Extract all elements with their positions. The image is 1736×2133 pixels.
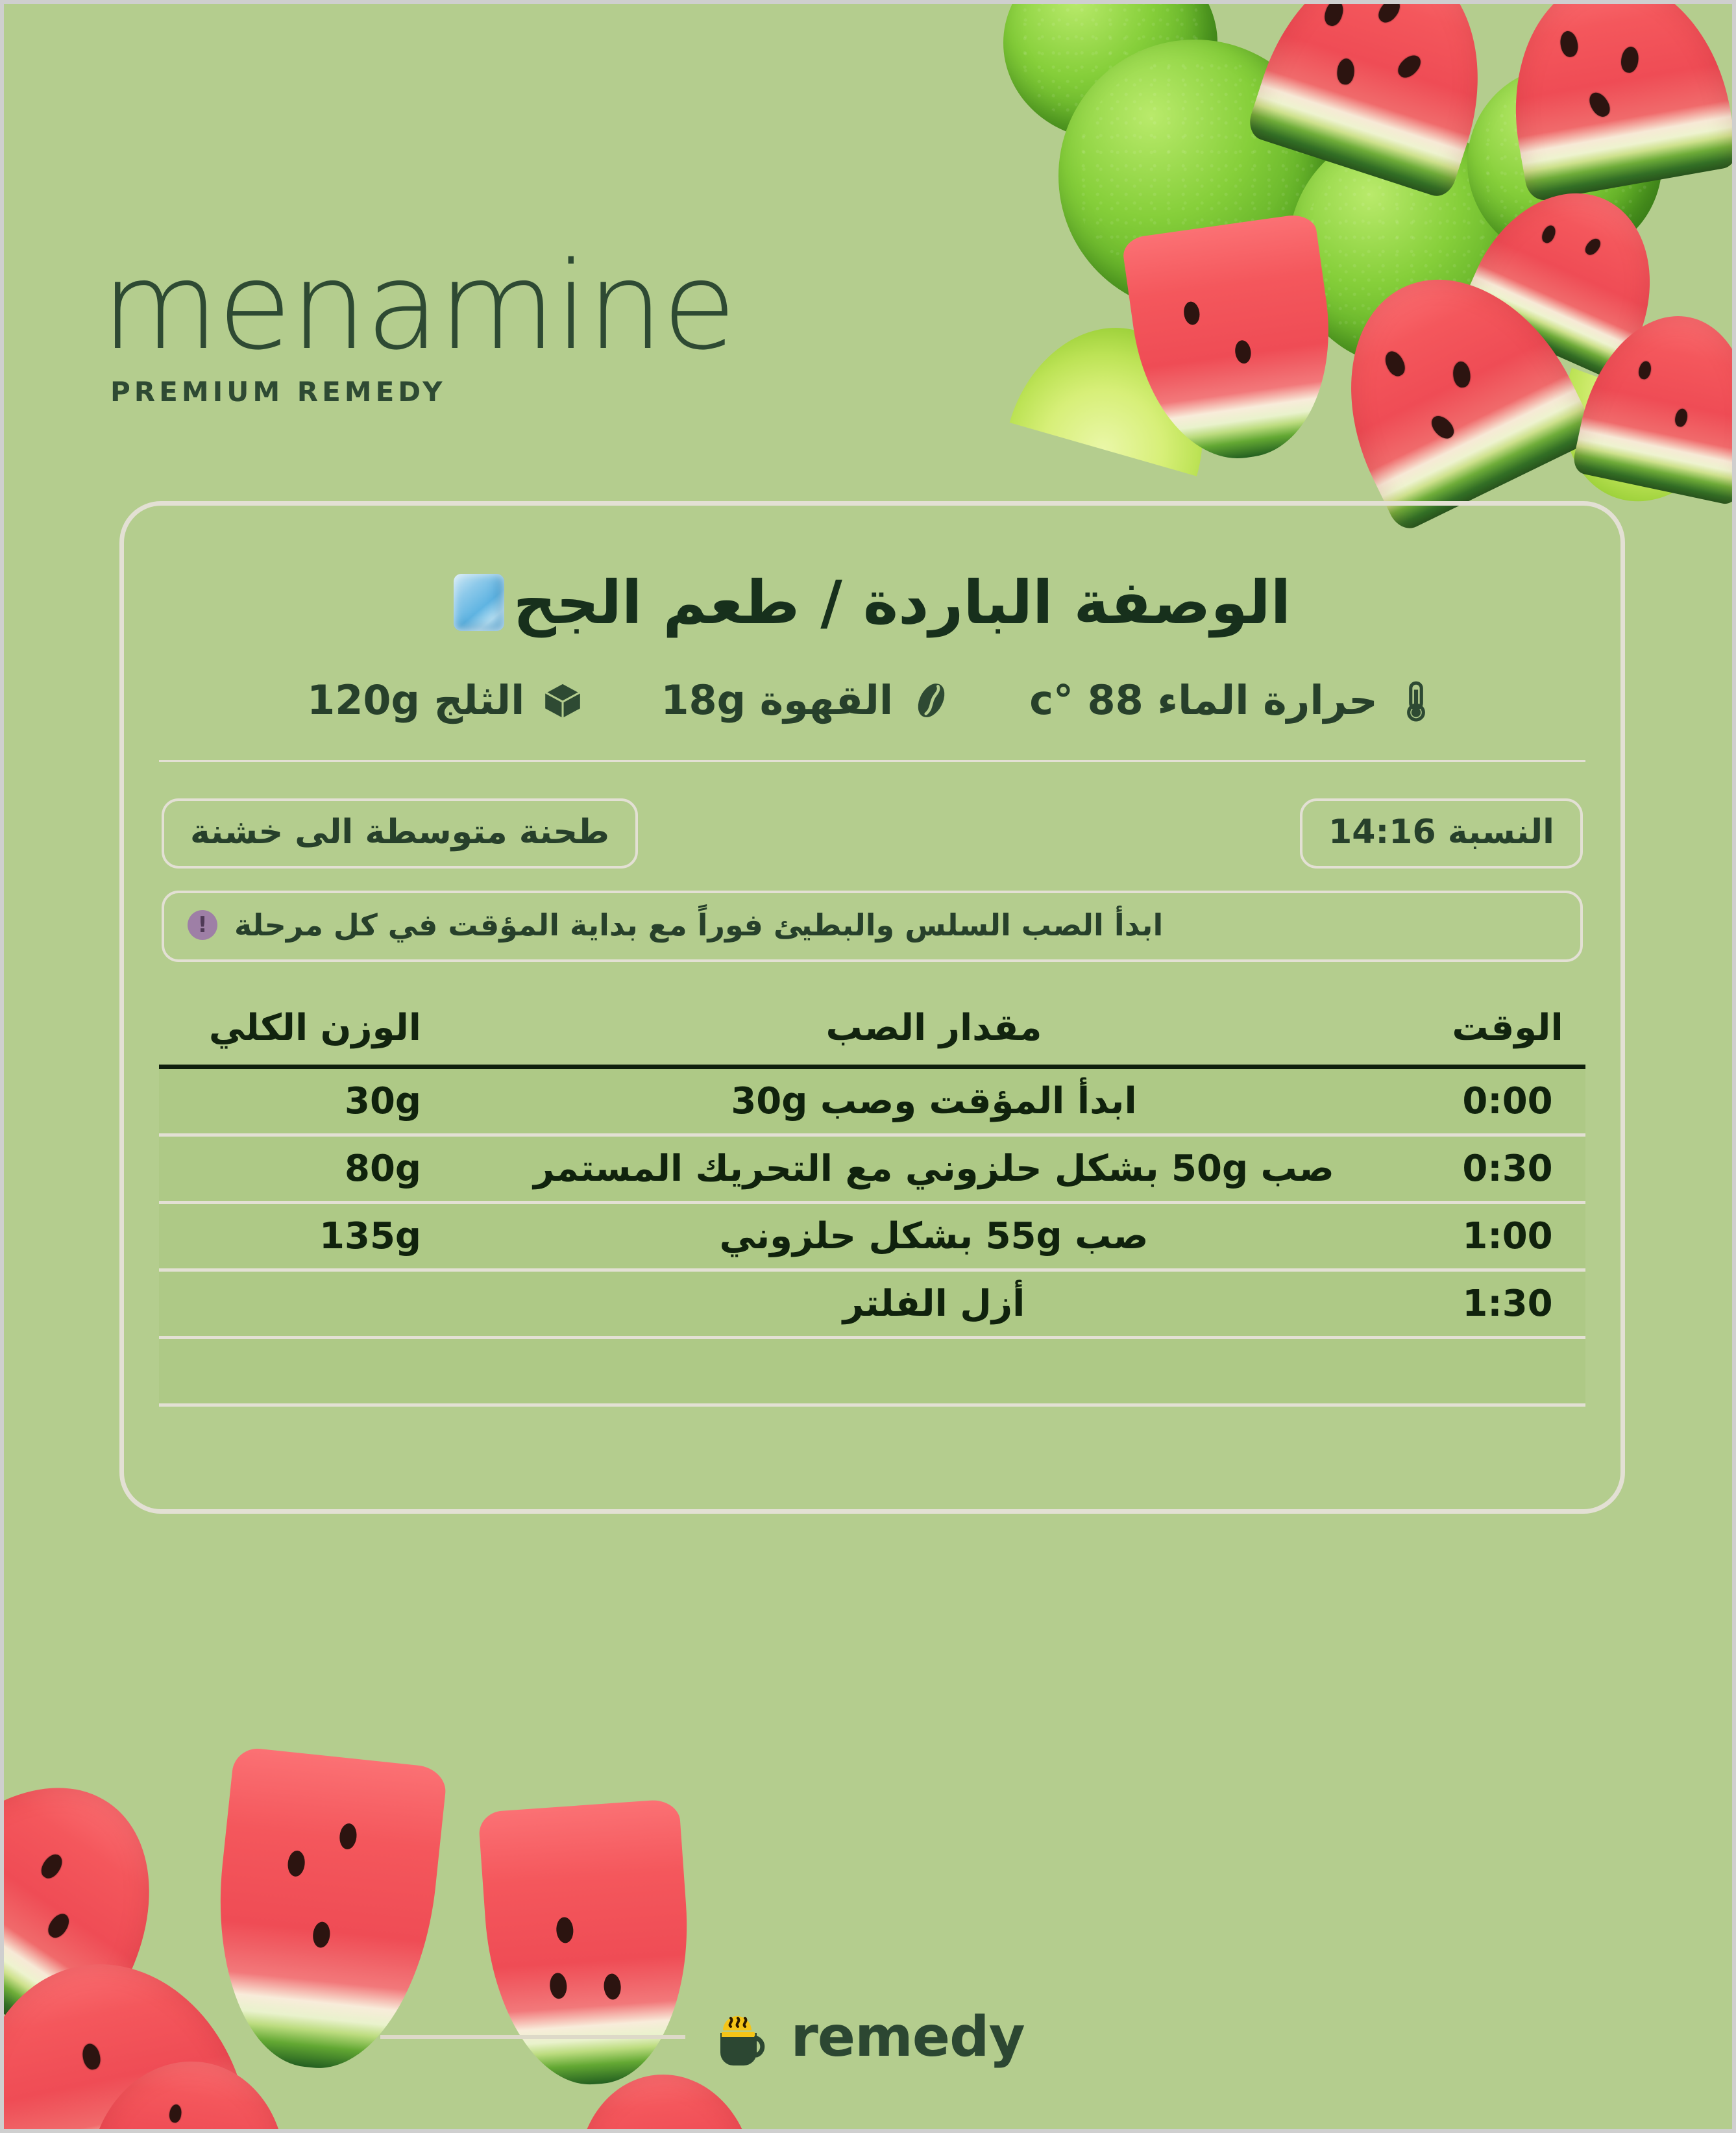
stat-water-temp: حرارة الماء 88 °c (1029, 676, 1437, 724)
stat-coffee-text: القهوة 18g (661, 676, 894, 724)
table-row: 0:30 صب 50g بشكل حلزوني مع التحريك المست… (159, 1137, 1585, 1204)
table-row: 1:00 صب 55g بشكل حلزوني 135g (159, 1204, 1585, 1272)
ice-cube-icon (543, 681, 583, 718)
footer: remedy (4, 2004, 1732, 2069)
lime-wedge-decoration (1009, 304, 1231, 476)
watermelon-decoration (1245, 4, 1515, 201)
exclamation-icon: ! (188, 910, 217, 940)
recipe-title-row: الوصفة الباردة / طعم الجح (124, 568, 1620, 637)
watermelon-decoration (1493, 4, 1732, 203)
cell-total: 135g (319, 1215, 421, 1257)
lime-decoration (1003, 4, 1217, 140)
cell-total: 80g (344, 1148, 421, 1190)
cell-pour: ابدأ المؤقت وصب 30g (731, 1080, 1137, 1122)
recipe-title: الوصفة الباردة / طعم الجح (513, 568, 1291, 637)
table-row: 1:30 أزل الفلتر (159, 1272, 1585, 1339)
header-total: الوزن الكلي (208, 1006, 421, 1049)
ice-cube-emoji (453, 574, 504, 631)
chips-row: النسبة 14:16 طحنة متوسطة الى خشنة (162, 798, 1583, 869)
stat-water-text: حرارة الماء 88 °c (1029, 676, 1378, 724)
watermelon-decoration (1303, 239, 1599, 535)
thermometer-icon (1406, 681, 1425, 721)
note-text: ابدأ الصب السلس والبطيئ فوراً مع بداية ا… (234, 907, 1164, 943)
stat-coffee: القهوة 18g (661, 676, 953, 724)
cell-time: 0:30 (1462, 1148, 1553, 1190)
watermelon-decoration (1121, 212, 1347, 471)
table-row: 0:00 ابدأ المؤقت وصب 30g 30g (159, 1069, 1585, 1137)
card-divider (159, 760, 1585, 762)
stat-ice: الثلج 120g (307, 676, 584, 724)
table-header-row: الوقت مقدار الصب الوزن الكلي (159, 1000, 1585, 1055)
watermelon-decoration (568, 2065, 757, 2129)
cell-pour: أزل الفلتر (842, 1283, 1025, 1325)
stats-row: الثلج 120g القهوة 18g حرارة الماء 88 °c (124, 676, 1620, 724)
lime-decoration (1058, 40, 1331, 312)
remedy-logo: remedy (711, 2004, 1025, 2069)
cell-time: 0:00 (1462, 1080, 1553, 1122)
brand-name: menamine (101, 236, 737, 376)
logo-wordmark: remedy (790, 2004, 1025, 2069)
pour-schedule-table: الوقت مقدار الصب الوزن الكلي 0:00 ابدأ ا… (159, 1000, 1585, 1407)
coffee-mug-icon (720, 2016, 765, 2065)
ratio-chip: النسبة 14:16 (1300, 798, 1583, 869)
recipe-card: الوصفة الباردة / طعم الجح الثلج 120g (119, 501, 1625, 1514)
cell-time: 1:00 (1462, 1215, 1553, 1257)
table-body: 0:00 ابدأ المؤقت وصب 30g 30g 0:30 صب 50g… (159, 1069, 1585, 1407)
footer-rule-left (380, 2035, 686, 2039)
brand-tagline: PREMIUM REMEDY (110, 376, 446, 408)
watermelon-decoration (1458, 163, 1685, 384)
cell-total: 30g (344, 1080, 421, 1122)
cell-time: 1:30 (1462, 1283, 1553, 1325)
coffee-bean-icon (918, 683, 945, 717)
table-header: الوقت مقدار الصب الوزن الكلي (159, 1000, 1585, 1069)
grind-chip: طحنة متوسطة الى خشنة (162, 798, 638, 869)
note-box: ! ابدأ الصب السلس والبطيئ فوراً مع بداية… (162, 891, 1583, 962)
cell-pour: صب 50g بشكل حلزوني مع التحريك المستمر (533, 1148, 1334, 1190)
header-time: الوقت (1452, 1006, 1563, 1049)
stat-ice-text: الثلج 120g (307, 676, 525, 724)
cell-pour: صب 55g بشكل حلزوني (719, 1215, 1149, 1257)
lime-decoration (1289, 127, 1529, 367)
header-pour: مقدار الصب (825, 1006, 1042, 1049)
brand-block: menamine PREMIUM REMEDY (101, 236, 737, 408)
watermelon-decoration (1571, 299, 1732, 507)
table-row (159, 1339, 1585, 1407)
lime-decoration (1467, 66, 1662, 260)
